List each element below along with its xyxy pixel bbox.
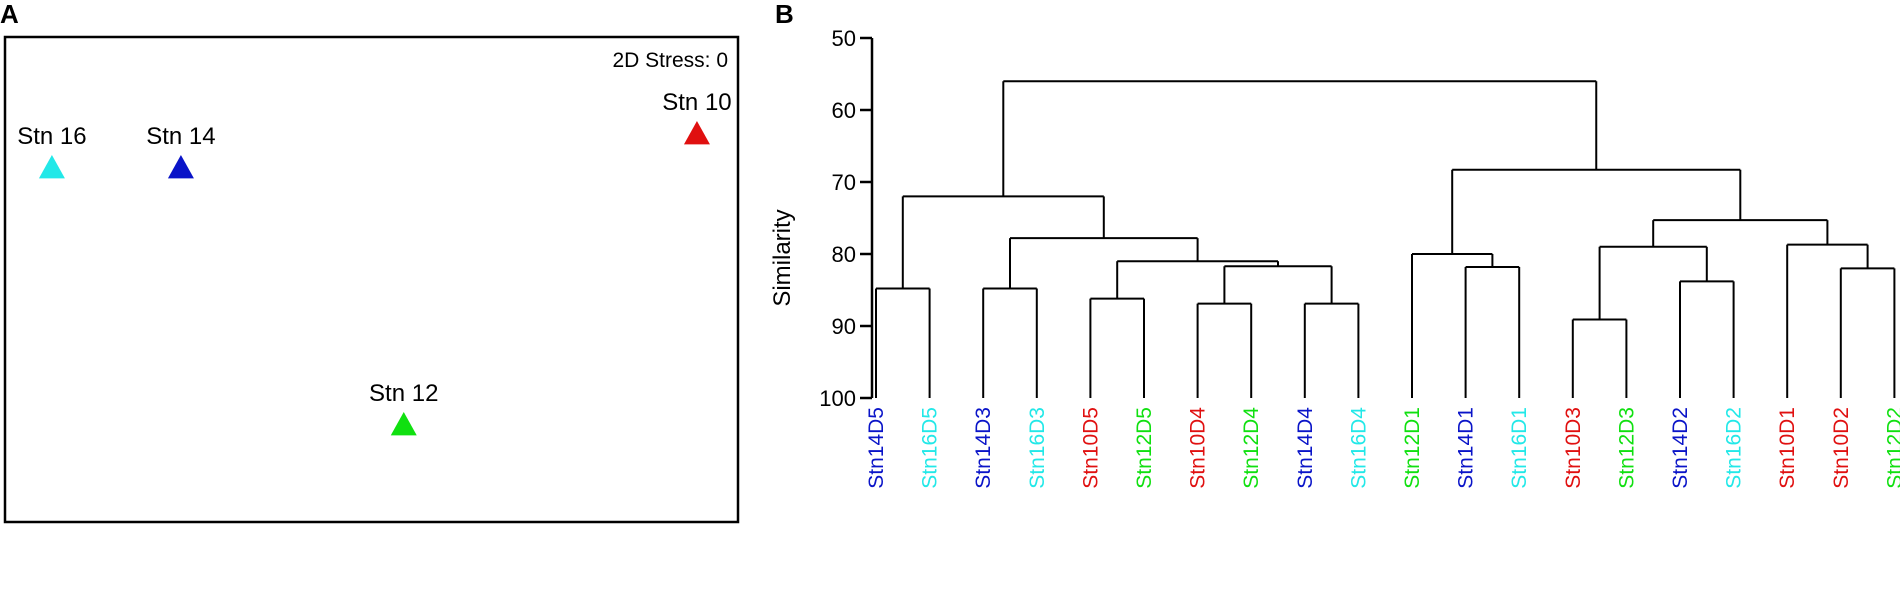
mds-point-label: Stn 10	[662, 89, 731, 116]
leaf-label-stn14d4: Stn14D4	[1294, 407, 1317, 489]
leaf-label-stn10d4: Stn10D4	[1187, 407, 1210, 489]
mds-points: Stn 10 Stn 16 Stn 14 Stn 12	[17, 89, 732, 436]
leaf-label-stn16d3: Stn16D3	[1026, 407, 1049, 489]
leaf-label-stn16d5: Stn16D5	[919, 407, 942, 489]
leaf-label-stn10d1: Stn10D1	[1776, 407, 1799, 489]
leaf-label-stn12d1: Stn12D1	[1401, 407, 1424, 489]
y-tick-label: 70	[832, 170, 856, 195]
y-tick-label: 100	[819, 386, 856, 411]
dendrogram-y-axis: 50 60 70 80 90 100	[819, 26, 874, 411]
leaf-label-stn10d5: Stn10D5	[1079, 407, 1102, 489]
mds-point-stn-12	[390, 412, 417, 436]
mds-point-label: Stn 16	[17, 123, 86, 150]
mds-point-stn-16	[38, 154, 65, 179]
leaf-label-stn10d3: Stn10D3	[1562, 407, 1585, 489]
leaf-label-stn14d2: Stn14D2	[1669, 407, 1692, 489]
leaf-label-stn12d4: Stn12D4	[1240, 407, 1263, 489]
leaf-label-stn16d4: Stn16D4	[1347, 407, 1370, 489]
panel-b-label: B	[775, 0, 794, 29]
leaf-label-stn12d5: Stn12D5	[1133, 407, 1156, 489]
y-axis-title: Similarity	[769, 209, 796, 306]
mds-point-label: Stn 14	[146, 123, 215, 150]
mds-plot-frame	[3, 35, 740, 524]
leaf-label-stn16d1: Stn16D1	[1508, 407, 1531, 489]
dendrogram-tree	[875, 80, 1896, 398]
mds-point-label: Stn 12	[369, 380, 438, 407]
leaf-label-stn12d3: Stn12D3	[1615, 407, 1638, 489]
y-tick-label: 60	[832, 98, 856, 123]
y-tick-label: 80	[832, 242, 856, 267]
dendrogram-leaf-labels: Stn14D5 Stn16D5 Stn14D3 Stn16D3 Stn10D5 Stn12…	[865, 407, 1900, 489]
y-tick-label: 90	[832, 314, 856, 339]
panel-a-label: A	[0, 0, 19, 29]
leaf-label-stn14d3: Stn14D3	[972, 407, 995, 489]
stress-annotation: 2D Stress: 0	[612, 49, 728, 72]
y-tick-label: 50	[832, 26, 856, 51]
mds-point-stn-14	[167, 154, 194, 179]
leaf-label-stn12d2: Stn12D2	[1883, 407, 1900, 489]
leaf-label-stn10d2: Stn10D2	[1830, 407, 1853, 489]
leaf-label-stn14d5: Stn14D5	[865, 407, 888, 489]
leaf-label-stn14d1: Stn14D1	[1455, 407, 1478, 489]
mds-point-stn-10	[683, 121, 710, 145]
leaf-label-stn16d2: Stn16D2	[1723, 407, 1746, 489]
